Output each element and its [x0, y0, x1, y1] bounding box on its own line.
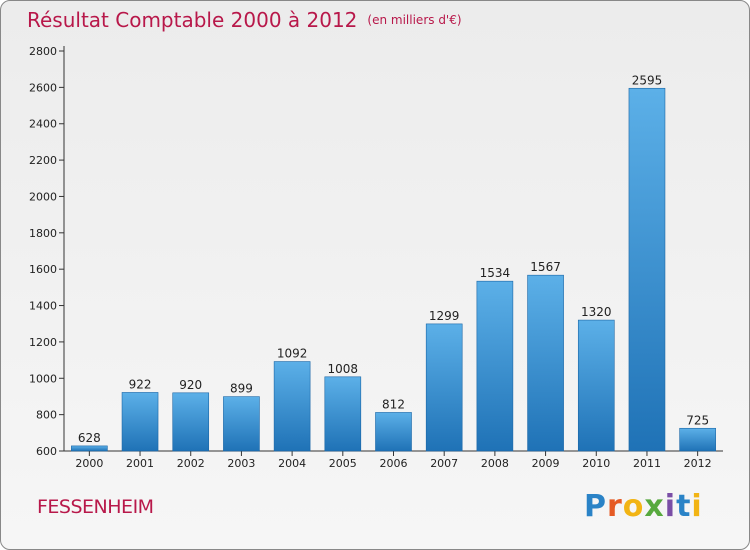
x-tick-label: 2007	[430, 457, 458, 470]
bar-value-label: 812	[382, 397, 405, 411]
x-tick-label: 2002	[177, 457, 205, 470]
y-tick-label: 2600	[29, 81, 57, 94]
y-tick-label: 1200	[29, 336, 57, 349]
commune-name: FESSENHEIM	[37, 496, 154, 518]
x-tick-label: 2010	[582, 457, 610, 470]
logo-letter: x	[644, 489, 665, 524]
bar-value-label: 1320	[581, 305, 612, 319]
bar	[577, 319, 615, 452]
y-tick-label: 1400	[29, 300, 57, 313]
logo-letter: t	[676, 489, 692, 524]
bar	[527, 274, 564, 452]
x-tick-label: 2012	[684, 457, 712, 470]
y-tick-label: 800	[36, 409, 57, 422]
bar-value-label: 1567	[530, 260, 561, 274]
bar	[273, 361, 311, 452]
bar-value-label: 1299	[429, 309, 460, 323]
y-tick-label: 1600	[29, 263, 57, 276]
logo-letter: r	[607, 489, 623, 524]
bar-value-label: 920	[179, 378, 202, 392]
bar	[223, 396, 260, 452]
x-tick-label: 2011	[633, 457, 661, 470]
proxiti-logo: Proxiti	[584, 489, 703, 524]
y-tick-label: 2200	[29, 154, 57, 167]
bar-value-label: 2595	[632, 73, 663, 87]
y-tick-label: 2400	[29, 118, 57, 131]
bar-value-label: 899	[230, 382, 253, 396]
bar-value-label: 1008	[328, 362, 359, 376]
bar	[121, 392, 159, 452]
x-tick-label: 2006	[380, 457, 408, 470]
x-tick-label: 2003	[227, 457, 255, 470]
bar	[425, 323, 463, 452]
x-tick-label: 2009	[532, 457, 560, 470]
bar	[679, 427, 716, 452]
bar	[172, 392, 210, 452]
x-tick-label: 2005	[329, 457, 357, 470]
bar-value-label: 922	[129, 377, 152, 391]
y-tick-label: 1800	[29, 227, 57, 240]
bar-value-label: 725	[686, 413, 709, 427]
x-tick-label: 2000	[75, 457, 103, 470]
bar	[628, 87, 666, 452]
bar	[375, 412, 412, 452]
bar-value-label: 628	[78, 431, 101, 445]
bar	[476, 280, 514, 452]
bar	[324, 376, 362, 452]
logo-letter: P	[584, 489, 607, 524]
bar-value-label: 1092	[277, 347, 308, 361]
x-tick-label: 2001	[126, 457, 154, 470]
bar	[71, 445, 108, 452]
x-tick-label: 2004	[278, 457, 306, 470]
y-tick-label: 2000	[29, 190, 57, 203]
logo-letter: i	[691, 489, 703, 524]
chart-unit: (en milliers d'€)	[367, 13, 462, 27]
bar-value-label: 1534	[480, 266, 511, 280]
x-tick-label: 2008	[481, 457, 509, 470]
y-tick-label: 1000	[29, 372, 57, 385]
logo-letter: o	[622, 489, 645, 524]
y-tick-label: 600	[36, 445, 57, 458]
chart-title-text: Résultat Comptable 2000 à 2012	[27, 8, 358, 32]
y-tick-label: 2800	[29, 45, 57, 58]
chart-title: Résultat Comptable 2000 à 2012 (en millie…	[27, 8, 462, 32]
logo-letter: i	[664, 489, 677, 524]
